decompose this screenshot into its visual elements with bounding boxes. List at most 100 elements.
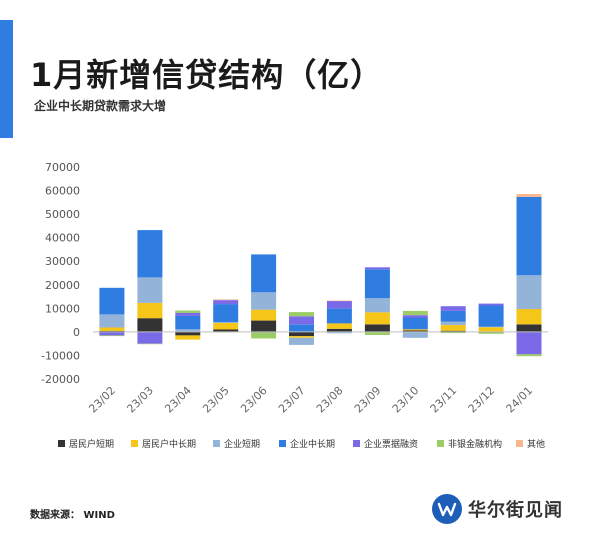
bar-segment: [289, 336, 314, 338]
bar-segment: [99, 327, 125, 331]
bar-segment: [289, 337, 314, 345]
bar-segment: [516, 196, 542, 276]
bar-segment: [516, 324, 542, 332]
bar-segment: [251, 309, 277, 321]
title-accent-bar: [0, 20, 13, 138]
bar-segment: [137, 302, 163, 319]
bar-segment: [364, 267, 390, 270]
bar-segment: [326, 300, 352, 302]
bar-segment: [99, 330, 125, 332]
bar-segment: [440, 330, 466, 332]
legend-swatch: [213, 440, 220, 447]
bar-segment: [251, 254, 277, 293]
bar-segment: [213, 300, 239, 305]
bar-segment: [175, 310, 201, 313]
legend-label: 企业中长期: [290, 438, 335, 450]
bar-segment: [137, 331, 163, 344]
bar-segment: [440, 321, 466, 325]
data-source-note: 数据来源： WIND: [30, 510, 115, 521]
wallstreetcn-logo-icon: [432, 494, 462, 524]
bar-segment: [137, 230, 163, 278]
bar-segment: [251, 332, 277, 339]
bar-segment: [440, 325, 466, 331]
bar-segment: [326, 301, 352, 309]
y-tick-label: 70000: [45, 161, 80, 174]
legend-label: 居民户短期: [69, 438, 114, 450]
x-tick-label: 23/03: [124, 384, 156, 416]
x-tick-label: 23/12: [466, 384, 498, 416]
bar-segment: [440, 331, 466, 334]
y-tick-label: 50000: [45, 208, 80, 221]
bar-segment: [99, 314, 125, 328]
bar-segment: [440, 306, 466, 311]
legend-label: 企业票据融资: [364, 438, 418, 450]
bar-segment: [364, 331, 390, 335]
bar-segment: [175, 329, 201, 332]
bar-segment: [213, 329, 239, 332]
bar-segment: [213, 299, 239, 301]
bar-segment: [326, 331, 352, 334]
bar-segment: [402, 310, 428, 316]
x-tick-label: 23/10: [390, 384, 422, 416]
legend-swatch: [437, 440, 444, 447]
bar-segment: [289, 331, 314, 337]
bar-segment: [326, 328, 352, 332]
bar-segment: [289, 312, 314, 317]
bar-segment: [516, 309, 542, 325]
bar-segment: [440, 310, 466, 322]
legend-swatch: [353, 440, 360, 447]
bar-segment: [175, 335, 201, 340]
legend-label: 企业短期: [224, 438, 260, 450]
bar-segment: [478, 326, 504, 328]
bar-segment: [137, 277, 163, 303]
bar-segment: [364, 269, 390, 299]
bar-segment: [402, 315, 428, 318]
bar-segment: [289, 324, 314, 332]
bar-segment: [289, 316, 314, 325]
x-tick-label: 23/04: [162, 384, 194, 416]
x-tick-label: 23/02: [86, 384, 118, 416]
bar-segment: [175, 331, 201, 336]
y-tick-label: 0: [73, 326, 80, 339]
legend-swatch: [58, 440, 65, 447]
y-tick-label: 10000: [45, 302, 80, 315]
bar-segment: [402, 330, 428, 332]
bar-segment: [478, 332, 504, 334]
bar-segment: [99, 287, 125, 315]
bar-segment: [516, 331, 542, 355]
x-tick-label: 23/08: [314, 384, 346, 416]
y-tick-label: -20000: [41, 373, 80, 386]
x-tick-label: 23/07: [276, 384, 308, 416]
y-tick-label: 20000: [45, 279, 80, 292]
legend-swatch: [279, 440, 286, 447]
bar-segment: [516, 194, 542, 197]
bar-segment: [99, 335, 125, 337]
bar-segment: [516, 354, 542, 357]
x-tick-label: 23/11: [428, 384, 460, 416]
brand-logo: 华尔街见闻: [432, 493, 563, 525]
bar-segment: [137, 343, 163, 345]
x-tick-label: 23/09: [352, 384, 384, 416]
brand-name: 华尔街见闻: [468, 500, 563, 521]
bar-segment: [175, 315, 201, 330]
legend-swatch: [131, 440, 138, 447]
legend-label: 居民户中长期: [142, 438, 196, 450]
bar-segment: [402, 329, 428, 331]
bar-segment: [478, 327, 504, 332]
legend-label: 非银金融机构: [448, 438, 502, 450]
y-tick-label: 40000: [45, 232, 80, 245]
bar-segment: [516, 275, 542, 310]
stacked-bar-chart: -20000 -10000 0 10000 20000 30000 40000 50000 60…: [41, 161, 548, 450]
bar-segment: [99, 331, 125, 336]
y-tick-label: 60000: [45, 185, 80, 198]
bar-segment: [478, 303, 504, 306]
x-tick-label: 24/01: [504, 384, 536, 416]
bar-segment: [326, 308, 352, 324]
bar-segment: [364, 298, 390, 313]
bar-segment: [364, 312, 390, 325]
page-title: 1月新增信贷结构（亿）: [30, 56, 384, 94]
x-tick-label: 23/05: [200, 384, 232, 416]
bar-segment: [364, 324, 390, 332]
bar-segment: [213, 322, 239, 323]
legend-label: 其他: [527, 438, 545, 450]
